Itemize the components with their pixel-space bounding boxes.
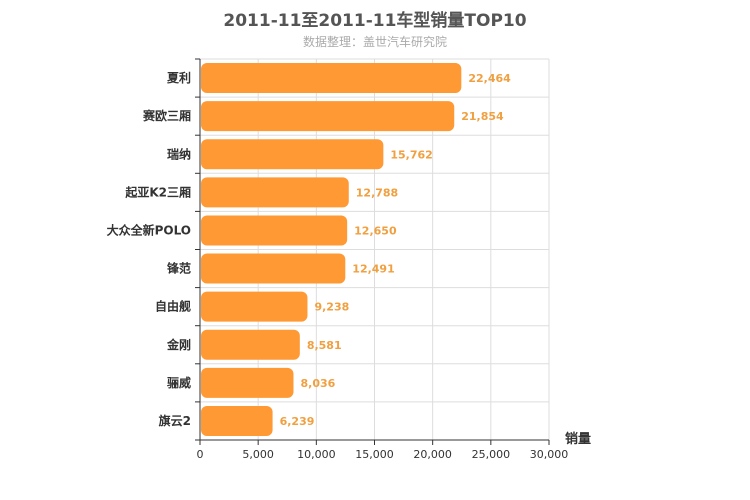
category-label: 赛欧三厢	[142, 108, 191, 123]
bar[interactable]	[201, 291, 308, 322]
category-label: 金刚	[166, 337, 191, 352]
x-tick-label: 20,000	[413, 448, 452, 461]
x-tick-label: 15,000	[355, 448, 394, 461]
bar[interactable]	[201, 215, 348, 246]
data-label: 21,854	[461, 110, 504, 123]
bar[interactable]	[201, 63, 462, 94]
data-label: 15,762	[390, 148, 432, 161]
bar[interactable]	[201, 405, 273, 436]
x-tick-label: 5,000	[242, 448, 274, 461]
category-label: 瑞纳	[167, 146, 191, 161]
data-label: 12,788	[356, 186, 398, 199]
bar[interactable]	[201, 177, 349, 208]
labels-layer: 0 5,000 10,000 15,000 20,000 25,000 30,000 夏利 22…	[107, 70, 569, 461]
data-label: 8,036	[300, 377, 335, 390]
data-label: 12,491	[352, 263, 394, 276]
bar[interactable]	[201, 329, 300, 360]
x-tick-label: 10,000	[297, 448, 336, 461]
category-label: 骊威	[167, 375, 191, 390]
category-label: 旗云2	[159, 413, 191, 428]
category-label: 夏利	[167, 70, 191, 85]
data-label: 9,238	[314, 301, 349, 314]
bar[interactable]	[201, 367, 294, 398]
data-label: 22,464	[468, 72, 511, 85]
category-label: 自由舰	[155, 299, 191, 314]
bar[interactable]	[201, 253, 346, 284]
bar[interactable]	[201, 139, 384, 170]
chart-subtitle: 数据整理：盖世汽车研究院	[302, 35, 447, 49]
data-label: 6,239	[280, 415, 315, 428]
x-axis-title: 销量	[565, 431, 591, 447]
data-label: 8,581	[307, 339, 342, 352]
x-tick-label: 25,000	[472, 448, 511, 461]
chart-title: 2011-11至2011-11车型销量TOP10	[223, 11, 527, 31]
bar[interactable]	[201, 101, 455, 132]
axis-layer	[199, 59, 549, 441]
category-label: 大众全新POLO	[107, 222, 191, 237]
x-tick-label: 0	[197, 448, 204, 461]
data-label: 12,650	[354, 224, 397, 237]
category-label: 起亚K2三厢	[124, 184, 191, 199]
bars-layer	[201, 63, 462, 436]
x-tick-label: 30,000	[530, 448, 569, 461]
category-label: 锋范	[167, 261, 191, 276]
